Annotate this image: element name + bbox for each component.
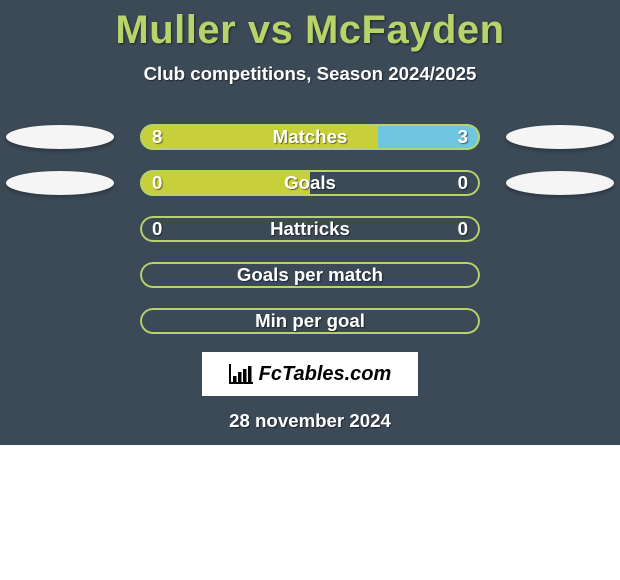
player-left-badge — [6, 125, 114, 149]
stat-value-right: 0 — [458, 170, 468, 196]
stat-row: Goals per match — [0, 262, 620, 288]
player-left-badge — [6, 171, 114, 195]
stat-bar-border — [140, 216, 480, 242]
stat-bar-fill-left — [140, 170, 310, 196]
stat-value-left: 0 — [152, 170, 162, 196]
content-box: Muller vs McFayden Club competitions, Se… — [0, 0, 620, 445]
title-player-left: Muller — [115, 8, 236, 52]
player-right-badge — [506, 171, 614, 195]
source-logo-text: FcTables.com — [259, 363, 392, 386]
title-vs: vs — [248, 8, 294, 52]
stat-value-left: 8 — [152, 124, 162, 150]
stat-bar-track — [140, 262, 480, 288]
stat-value-right: 0 — [458, 216, 468, 242]
player-right-badge — [506, 125, 614, 149]
title-player-right: McFayden — [305, 8, 505, 52]
stat-row: Min per goal — [0, 308, 620, 334]
snapshot-date: 28 november 2024 — [0, 410, 620, 432]
bar-chart-icon — [229, 364, 253, 384]
stat-bar-track — [140, 216, 480, 242]
stat-bar-fill-left — [140, 124, 378, 150]
stat-bar-track — [140, 308, 480, 334]
stat-bar-border — [140, 262, 480, 288]
subtitle: Club competitions, Season 2024/2025 — [0, 63, 620, 85]
stat-bar-track — [140, 170, 480, 196]
stat-value-right: 3 — [458, 124, 468, 150]
stats-card: Muller vs McFayden Club competitions, Se… — [0, 0, 620, 580]
stat-row: 00Goals — [0, 170, 620, 196]
stat-value-left: 0 — [152, 216, 162, 242]
stat-rows: 83Matches00Goals00HattricksGoals per mat… — [0, 124, 620, 354]
stat-row: 83Matches — [0, 124, 620, 150]
page-title: Muller vs McFayden — [0, 0, 620, 53]
stat-bar-track — [140, 124, 480, 150]
stat-row: 00Hattricks — [0, 216, 620, 242]
stat-bar-border — [140, 308, 480, 334]
source-logo: FcTables.com — [202, 352, 418, 396]
